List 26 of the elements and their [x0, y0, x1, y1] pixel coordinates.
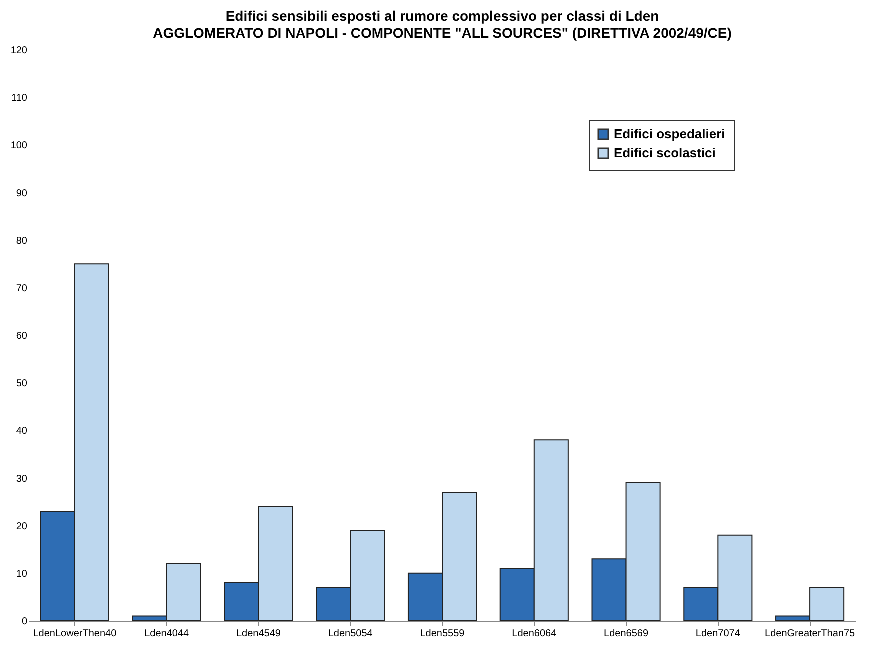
y-tick-label: 10	[16, 568, 28, 580]
y-tick-label: 70	[16, 283, 28, 294]
y-tick-label: 20	[16, 521, 28, 532]
chart-title: Edifici sensibili esposti al rumore complessivo per classi di Lden	[226, 8, 660, 24]
y-tick-label: 50	[16, 378, 28, 390]
y-tick-label: 40	[16, 426, 28, 438]
y-tick-label: 80	[16, 236, 28, 247]
legend-label: Edifici scolastici	[614, 146, 716, 160]
x-tick-label: Lden4044	[144, 628, 190, 640]
x-tick-label: LdenGreaterThan75	[765, 628, 856, 640]
legend-label: Edifici ospedalieri	[614, 126, 726, 142]
y-tick-label: 30	[16, 474, 28, 485]
x-tick-label: LdenLowerThen40	[33, 628, 118, 640]
y-tick-label: 90	[16, 188, 28, 200]
y-tick-label: 120	[10, 46, 28, 56]
x-tick-label: Lden7074	[696, 628, 741, 640]
x-tick-label: Lden6064	[512, 628, 558, 640]
chart-subtitle: AGGLOMERATO DI NAPOLI - COMPONENTE "ALL SOURCES" (DIRETTIVA 2002/49/CE)	[153, 25, 732, 41]
y-tick-label: 110	[12, 93, 28, 104]
y-tick-label: 100	[10, 140, 28, 152]
y-tick-label: 60	[16, 331, 28, 342]
x-tick-label: Lden5054	[328, 628, 374, 640]
x-tick-label: Lden5559	[420, 628, 466, 640]
x-tick-label: Lden4549	[236, 628, 282, 640]
y-tick-label: 0	[22, 616, 28, 628]
x-tick-label: Lden6569	[604, 628, 649, 640]
